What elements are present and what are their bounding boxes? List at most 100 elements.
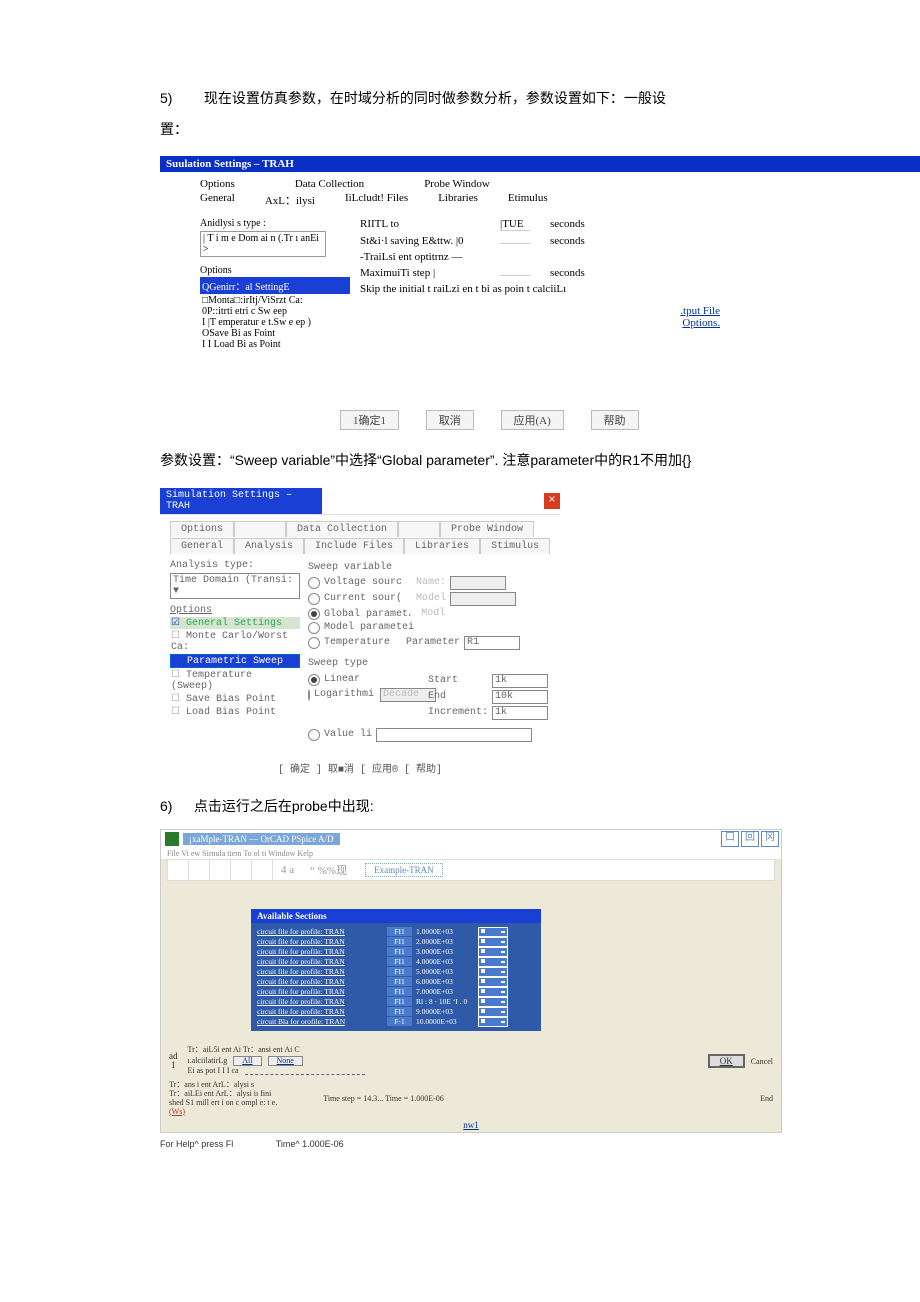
option-temperature-sweep[interactable]: I |T emperatur e t.Sw e ep ): [200, 317, 350, 328]
section-row[interactable]: circuit file for profile: TRANFI11.0000E…: [257, 927, 535, 937]
dialog2-left-panel: Analysis type: Time Domain (Transi: ▼ Op…: [170, 560, 300, 744]
apply-button[interactable]: 应用(A): [501, 410, 564, 430]
analysis-type-select[interactable]: | T i m e Dom ai n (.Tr ı anEi >: [200, 231, 326, 257]
section-row[interactable]: circuit file for profile: TRANFI14.0000E…: [257, 957, 535, 967]
tab-libraries[interactable]: Libraries: [438, 192, 478, 208]
pspice-probe-window: ¡xaMple-TRAN — OrCAD PSpice A/D 口 回 冈 Fi…: [160, 829, 782, 1134]
option-save-bias[interactable]: OSave Bi as Foint: [200, 328, 350, 339]
close-icon[interactable]: 冈: [761, 831, 779, 847]
none-button[interactable]: None: [268, 1056, 303, 1067]
tab-data-collection[interactable]: Data Collection: [295, 178, 364, 190]
name-input: [450, 576, 506, 590]
start-saving-input[interactable]: [500, 243, 530, 244]
dialog2-tabs-row1: Options Data Collection Probe Window: [170, 521, 552, 537]
tab-include-files[interactable]: Include Files: [304, 538, 404, 554]
tab-probe-window[interactable]: Probe Window: [424, 178, 490, 190]
tab-options[interactable]: Options: [200, 178, 235, 190]
tab-probe-window[interactable]: Probe Window: [440, 521, 534, 537]
dialog2-buttons[interactable]: [ 确定 ] 取■消 [ 应用® [ 帮助]: [160, 760, 560, 776]
ok-button[interactable]: OK: [708, 1054, 745, 1068]
available-sections-header: Available Sections: [251, 909, 541, 923]
probe-menu-bar[interactable]: File Vi ew Sirnula tiem To ol ti Window …: [161, 848, 781, 859]
nw1-link[interactable]: nw1: [169, 1120, 773, 1130]
help-button[interactable]: 帮助: [591, 410, 639, 430]
value-list-input[interactable]: [376, 728, 532, 742]
radio-linear[interactable]: [308, 674, 320, 686]
radio-model-param[interactable]: [308, 622, 320, 634]
section-row[interactable]: circuit file for profile: TRANFI13.0000E…: [257, 947, 535, 957]
warn-link[interactable]: (Ws): [169, 1108, 277, 1117]
section-row[interactable]: circuit file for profile: TRANFI15.0000E…: [257, 967, 535, 977]
probe-toolbar: 4 a “ %%现 Example-TRAN: [167, 859, 775, 881]
radio-voltage[interactable]: [308, 577, 320, 589]
transient-line1: Tr：aiL5i ent Ai Tr：ansi ent Ai C: [188, 1046, 365, 1055]
dialog2-right-panel: Sweep variable Voltage sourcName: Curren…: [308, 560, 552, 744]
output-file-options-link[interactable]: .tput File Options.: [660, 305, 720, 329]
section-row[interactable]: circuit file for profile: TRANFI19.0000E…: [257, 1007, 535, 1017]
tab-libraries[interactable]: Libraries: [404, 538, 480, 554]
radio-current[interactable]: [308, 593, 320, 605]
tab-stimulus[interactable]: Stimulus: [480, 538, 550, 554]
step5-text: 5) 现在设置仿真参数，在时域分析的同时做参数分析，参数设置如下：一般设: [160, 86, 800, 111]
option-parametric-sweep[interactable]: 0P::itrti etri c Sw eep: [200, 306, 350, 317]
probe-tab[interactable]: Example-TRAN: [365, 863, 442, 877]
radio-logarithmic[interactable]: [308, 689, 310, 701]
parameter-input[interactable]: R1: [464, 636, 520, 650]
all-button[interactable]: All: [233, 1056, 261, 1067]
cancel-button[interactable]: 取消: [426, 410, 474, 430]
run-to-input[interactable]: |TUE: [500, 218, 530, 231]
max-step-input[interactable]: [500, 275, 530, 276]
options-label: Options: [170, 605, 300, 616]
probe-window-title: ¡xaMple-TRAN — OrCAD PSpice A/D: [183, 833, 340, 845]
option-general-settings[interactable]: QGenirr：al SettingE: [200, 277, 350, 294]
radio-global-param[interactable]: [308, 608, 320, 620]
tab-stimulus[interactable]: Etimulus: [508, 192, 548, 208]
section-row[interactable]: circuit file for profile: TRANFI17.0000E…: [257, 987, 535, 997]
dialog1-tabs-row1: Options Data Collection Probe Window: [200, 178, 720, 190]
section-row[interactable]: circuit file for profile: TRANFI1Rl : 8 …: [257, 997, 535, 1007]
app-icon: [165, 832, 179, 846]
analysis-type-select[interactable]: Time Domain (Transi: ▼: [170, 573, 300, 599]
run-to-label: RIITL to: [360, 218, 500, 230]
dialog1-tabs-row2: General AxL：ilysi IiLcludt! Files Librar…: [200, 192, 720, 208]
tab-analysis[interactable]: Analysis: [234, 538, 304, 554]
tab-general[interactable]: General: [200, 192, 235, 208]
increment-input[interactable]: 1k: [492, 706, 548, 720]
option-monte-carlo[interactable]: □Monta□:irItj/ViSrzt Ca:: [200, 295, 350, 306]
section-row[interactable]: circuit file for profile: TRANFI12.0000E…: [257, 937, 535, 947]
section-row[interactable]: circuit file for profile: TRANFI16.0000E…: [257, 977, 535, 987]
model-select: [450, 592, 516, 606]
toolbar-segment[interactable]: [168, 860, 189, 880]
option-load-bias[interactable]: I I Load Bi as Point: [200, 339, 350, 350]
tab-data-collection[interactable]: Data Collection: [286, 521, 398, 537]
tab-analysis[interactable]: AxL：ilysi: [265, 192, 315, 208]
ad1-label: ad1: [169, 1052, 178, 1070]
analysis-type-label: Anidlysi s type :: [200, 218, 350, 229]
cancel-button[interactable]: Cancel: [751, 1057, 773, 1066]
radio-value-list[interactable]: [308, 729, 320, 741]
radio-temperature[interactable]: [308, 637, 320, 649]
maximize-icon[interactable]: 回: [741, 831, 759, 847]
section-row[interactable]: circuit Bla for orofile: TRANF·110.0000E…: [257, 1017, 535, 1027]
option-save-bias[interactable]: Save Bias Point: [170, 693, 300, 705]
param-setting-note: 参数设置：“Sweep variable”中选择“Global paramete…: [160, 448, 800, 473]
tab-include-files[interactable]: IiLcludt! Files: [345, 192, 408, 208]
end-label: End: [760, 1094, 773, 1103]
available-sections-panel: Available Sections circuit file for prof…: [251, 909, 541, 1031]
end-input[interactable]: 10k: [492, 690, 548, 704]
ok-button[interactable]: 1确定1: [340, 410, 399, 430]
status-bar: For Help^ press Fl Time^ 1.000E-06: [160, 1139, 800, 1149]
tab-general[interactable]: General: [170, 538, 234, 554]
option-monte-carlo[interactable]: Monte Carlo/Worst Ca:: [170, 630, 300, 653]
minimize-icon[interactable]: 口: [721, 831, 739, 847]
tab-options[interactable]: Options: [170, 521, 234, 537]
option-parametric-sweep[interactable]: Parametric Sweep: [170, 654, 300, 668]
start-input[interactable]: 1k: [492, 674, 548, 688]
sweep-variable-group: Sweep variable: [308, 562, 552, 573]
option-load-bias[interactable]: Load Bias Point: [170, 706, 300, 718]
simulation-settings-dialog-1: Suulation Settings – TRAH Options Data C…: [160, 156, 800, 430]
close-icon[interactable]: ×: [544, 493, 560, 509]
dialog1-title: Suulation Settings – TRAH: [160, 156, 920, 172]
option-general-settings[interactable]: General Settings: [170, 617, 300, 629]
option-temperature-sweep[interactable]: Temperature (Sweep): [170, 669, 300, 692]
